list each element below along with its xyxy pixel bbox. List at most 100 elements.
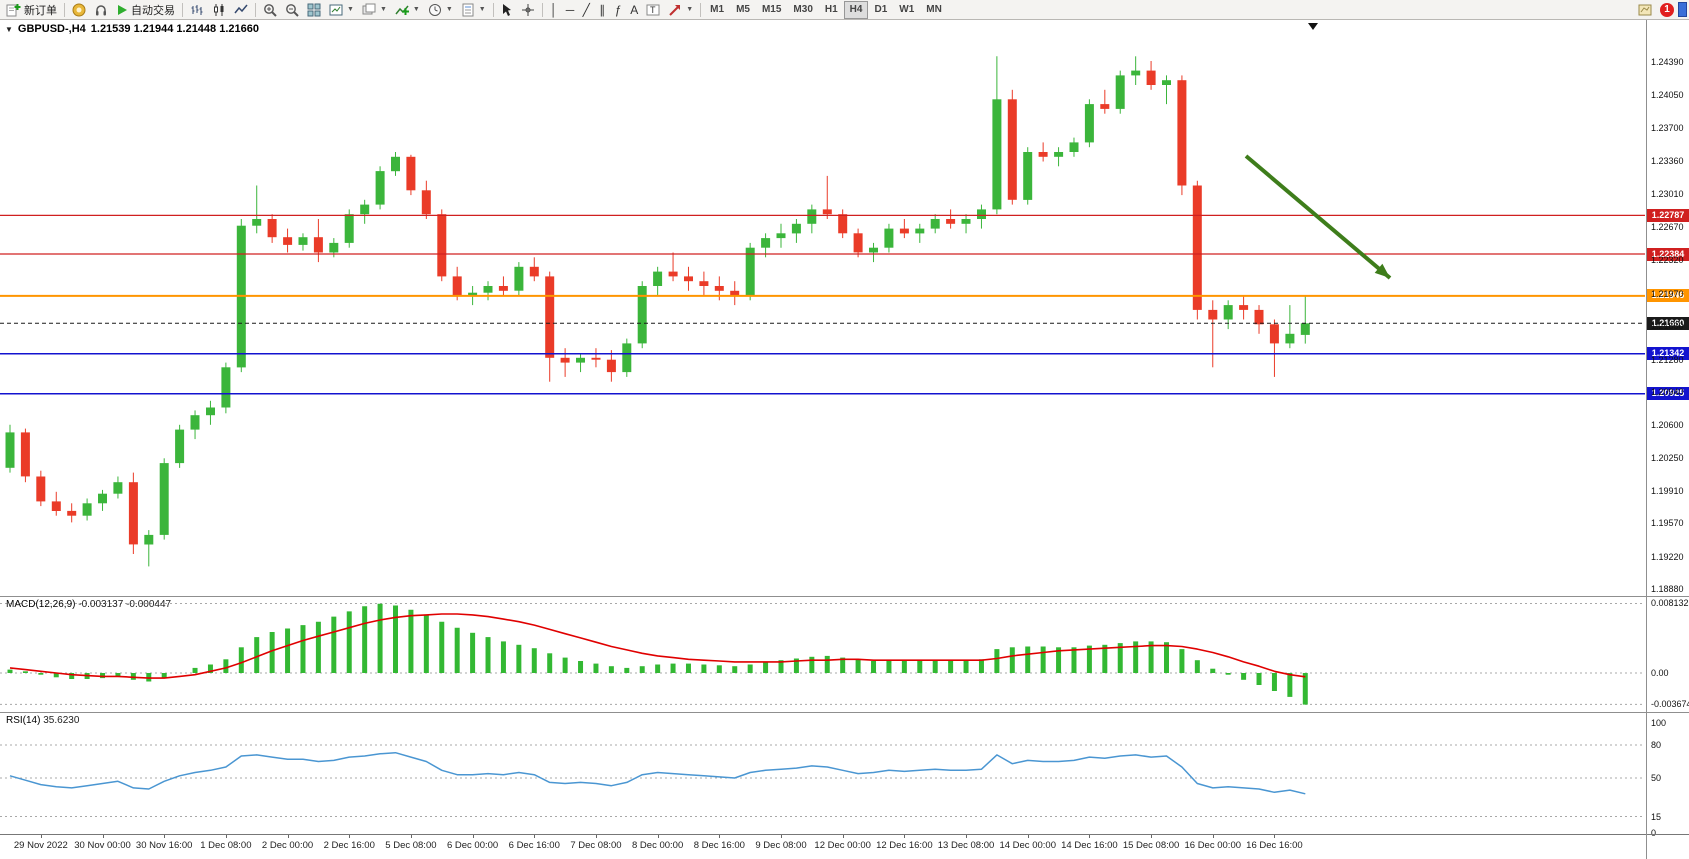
line-chart-button[interactable] xyxy=(230,1,252,19)
time-axis-tick xyxy=(1151,835,1153,838)
new-chart-button[interactable]: ▼ xyxy=(325,1,358,19)
toolbar-right-group: 1 xyxy=(1634,1,1687,19)
chart-shift-marker[interactable] xyxy=(1308,23,1318,30)
time-axis-tick xyxy=(904,835,906,838)
price-chart[interactable] xyxy=(0,20,1645,596)
time-axis-tick xyxy=(287,835,289,838)
time-axis-label: 6 Dec 00:00 xyxy=(446,840,499,851)
crosshair-button[interactable] xyxy=(517,1,539,19)
notifications-badge[interactable]: 1 xyxy=(1660,2,1674,17)
time-axis: 29 Nov 2022 30 Nov 00:00 30 Nov 16:00 1 Dec… xyxy=(0,835,1646,859)
time-axis-label: 12 Dec 00:00 xyxy=(814,840,871,851)
timeframe-m5-button[interactable]: M5 xyxy=(736,4,750,15)
cursor-button[interactable] xyxy=(497,1,517,19)
clock-icon xyxy=(428,3,441,16)
arrow-shape-icon xyxy=(669,4,681,16)
play-icon xyxy=(118,4,127,15)
macd-values: -0.003137 -0.000447 xyxy=(78,599,172,610)
zoom-in-button[interactable] xyxy=(259,1,281,19)
time-axis-tick xyxy=(657,835,659,838)
price-axis-label: 1.21630 xyxy=(1651,321,1684,332)
panel-separator[interactable] xyxy=(0,596,1689,597)
timeframe-w1-button[interactable]: W1 xyxy=(899,4,915,15)
timeframe-h4-button[interactable]: H4 xyxy=(843,0,869,19)
time-axis-tick xyxy=(472,835,474,838)
horizontal-line-icon: ─ xyxy=(565,2,575,17)
new-order-button[interactable]: 新订单 xyxy=(2,1,61,19)
window-corner-icon[interactable] xyxy=(1678,2,1687,17)
autotrading-button[interactable]: 自动交易 xyxy=(112,1,179,19)
timeframe-m1-button[interactable]: M1 xyxy=(710,4,725,15)
time-axis-label: 6 Dec 16:00 xyxy=(508,840,560,851)
timeframe-mn-button[interactable]: MN xyxy=(926,4,942,15)
periods-button[interactable]: ▼ xyxy=(424,1,457,19)
templates-button[interactable]: ▼ xyxy=(457,1,490,19)
rsi-label: RSI(14) 35.6230 xyxy=(6,715,80,726)
vertical-line-button[interactable]: │ xyxy=(546,1,562,19)
main-toolbar: 新订单 自动交易 xyxy=(0,0,1689,20)
timeframe-m15-button[interactable]: M15 xyxy=(761,4,782,15)
time-axis-label: 9 Dec 08:00 xyxy=(755,840,807,851)
timeframe-m30-button[interactable]: M30 xyxy=(793,4,813,15)
time-axis-label: 29 Nov 2022 xyxy=(13,840,68,851)
time-axis-tick xyxy=(1089,835,1091,838)
time-axis-tick xyxy=(349,835,351,838)
candlestick-chart-button[interactable] xyxy=(208,1,230,19)
rsi-panel[interactable] xyxy=(0,713,1645,834)
horizontal-line-button[interactable]: ─ xyxy=(562,1,579,19)
headset-icon xyxy=(96,4,106,15)
zoom-out-button[interactable] xyxy=(281,1,303,19)
time-axis-label: 30 Nov 16:00 xyxy=(135,840,193,851)
time-axis-label: 15 Dec 08:00 xyxy=(1122,840,1180,851)
timeframe-h1-button[interactable]: H1 xyxy=(824,4,838,15)
rsi-axis-label: 15 xyxy=(1651,811,1662,822)
indicators-button[interactable]: ▼ xyxy=(391,1,424,19)
compass-icon xyxy=(72,3,86,16)
channel-button[interactable]: ∥ xyxy=(594,1,610,19)
vertical-line-icon: │ xyxy=(549,2,558,17)
chart-region: ▼ GBPUSD-,H4 1.21539 1.21944 1.21448 1.2… xyxy=(0,20,1689,859)
axis-separator xyxy=(1646,20,1647,859)
price-tag-1.21660: 1.21660 xyxy=(1647,316,1689,330)
time-axis-tick xyxy=(102,835,104,838)
macd-axis-label: 0.008132 xyxy=(1651,598,1689,609)
tile-windows-button[interactable] xyxy=(303,1,325,19)
trendline-button[interactable]: ╱ xyxy=(578,1,594,19)
macd-axis-label: -0.003674 xyxy=(1651,699,1689,710)
new-order-icon xyxy=(6,4,21,17)
time-axis-tick xyxy=(1027,835,1029,838)
trendline-icon: ╱ xyxy=(582,2,590,17)
chart-window-icon xyxy=(1638,4,1652,15)
chart-window-button[interactable] xyxy=(1634,1,1656,19)
chart-ohlc-values: 1.21539 1.21944 1.21448 1.21660 xyxy=(90,23,259,35)
price-axis-label: 1.24390 xyxy=(1651,57,1684,67)
candlestick-series xyxy=(5,56,1310,567)
signals-button[interactable] xyxy=(90,1,112,19)
time-axis-label: 30 Nov 00:00 xyxy=(74,840,131,851)
new-order-label: 新订单 xyxy=(24,4,57,17)
timeframe-d1-button[interactable]: D1 xyxy=(874,4,888,15)
trend-arrow[interactable] xyxy=(1244,154,1392,280)
fibonacci-button[interactable]: ƒ xyxy=(610,1,626,19)
rsi-axis: 100 80 50 15 0 xyxy=(1647,713,1689,838)
bar-chart-button[interactable] xyxy=(186,1,208,19)
macd-panel[interactable] xyxy=(0,597,1645,713)
rsi-axis-label: 50 xyxy=(1651,773,1662,783)
time-axis-border xyxy=(0,834,1689,835)
crosshair-icon xyxy=(521,3,534,16)
panel-separator[interactable] xyxy=(0,712,1689,713)
time-axis-label: 14 Dec 00:00 xyxy=(999,840,1056,851)
price-axis-label: 1.22320 xyxy=(1651,255,1684,266)
price-axis-label: 1.19220 xyxy=(1651,551,1684,562)
rsi-line xyxy=(9,751,1306,795)
fibonacci-icon: ƒ xyxy=(614,2,622,17)
profiles-button[interactable]: ▼ xyxy=(358,1,391,19)
macd-signal-line xyxy=(9,613,1306,679)
chart-collapse-icon[interactable]: ▼ xyxy=(5,24,13,34)
arrows-button[interactable]: ▼ xyxy=(664,1,697,19)
text-button[interactable]: A xyxy=(626,1,642,19)
community-button[interactable] xyxy=(68,1,90,19)
text-label-button[interactable]: T xyxy=(642,1,664,19)
price-axis-label: 1.24050 xyxy=(1651,89,1684,100)
